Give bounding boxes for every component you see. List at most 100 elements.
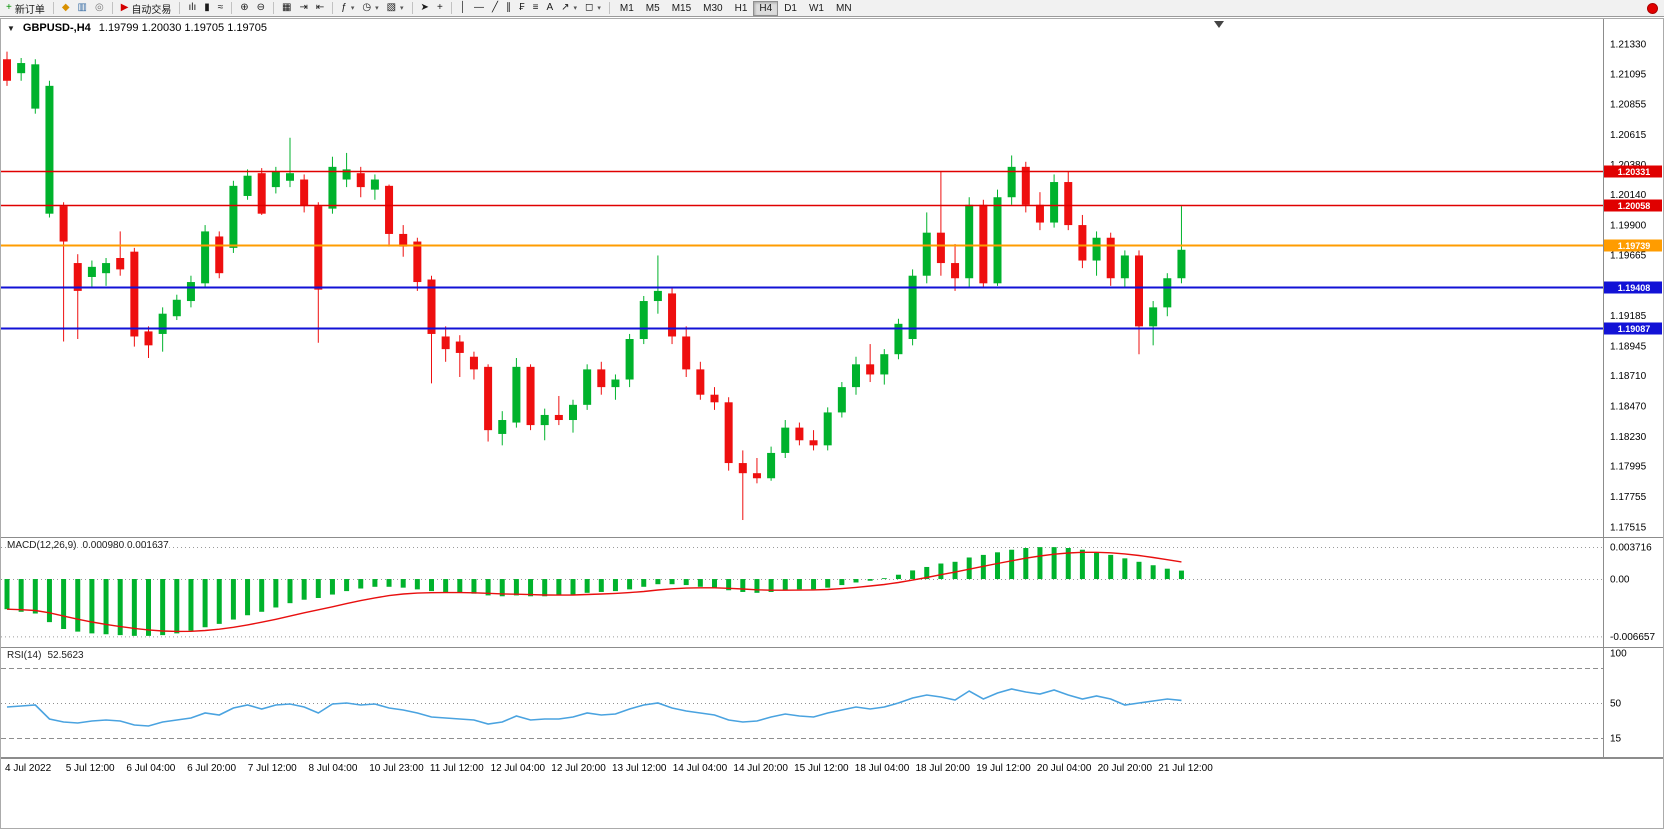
price-tag-label: 1.20331	[1618, 167, 1651, 177]
toolbar-separator	[332, 2, 334, 14]
zoom-in-icon[interactable]: ⊕	[236, 1, 252, 16]
price-tag-label: 1.19408	[1618, 283, 1651, 293]
navigator-icon[interactable]: ◎	[91, 1, 108, 16]
toolbar-separator	[411, 2, 413, 14]
horizontal-line-icon[interactable]: —	[470, 1, 488, 16]
data-window-icon[interactable]: ▥	[74, 1, 91, 16]
time-axis-label: 20 Jul 20:00	[1097, 763, 1153, 774]
chart-ohlc-values: 1.19799 1.20030 1.19705 1.19705	[98, 22, 267, 34]
time-axis[interactable]: 4 Jul 2022 5 Jul 12:00 6 Jul 04:00 6 Jul 20…	[1, 758, 1663, 779]
time-axis-label: 7 Jul 12:00	[247, 763, 297, 774]
templates-icon-dropdown-arrow[interactable]: ▾	[400, 5, 404, 12]
chart-shift-icon[interactable]: ⇤	[312, 1, 328, 16]
timeframe-d1-button[interactable]: D1	[778, 1, 803, 16]
horizontal-line-icon-glyph: —	[474, 2, 485, 13]
indicators-icon[interactable]: ƒ ▾	[337, 1, 358, 16]
candles	[3, 51, 1186, 521]
objects-icon[interactable]: ◻ ▾	[581, 1, 605, 16]
rsi-label: RSI(14) 52.5623	[7, 650, 84, 661]
arrow-tool-icon-dropdown-arrow[interactable]: ▾	[573, 5, 578, 12]
new-order-button-label: 新订单	[14, 4, 45, 16]
time-axis-label: 14 Jul 20:00	[733, 763, 788, 774]
arrow-tool-icon[interactable]: ↗ ▾	[557, 1, 581, 16]
periods-icon[interactable]: ◷ ▾	[358, 1, 382, 16]
rsi-panel[interactable]: 100 50 15	[1, 648, 1663, 758]
market-watch-icon[interactable]: ◆	[58, 1, 74, 16]
price-tag	[1604, 239, 1662, 252]
main-toolbar: + 新订单 ◆ ▥ ◎ ▶ 自动交易 ılı ▮ ≈ ⊕ ⊖ ▦ ⇥ ⇤ ƒ ▾ ◷ ▾ ▧ ▾ ➤ + │ — ╱ ∥ ₣ ≡ A ↗ ▾ ◻…	[0, 0, 1664, 17]
timeframe-mn-button[interactable]: MN	[830, 1, 858, 16]
price-axis-label: 1.17755	[1610, 492, 1647, 503]
price-axis-label: 1.19900	[1610, 221, 1647, 232]
toolbar-buttons: + 新订单 ◆ ▥ ◎ ▶ 自动交易 ılı ▮ ≈ ⊕ ⊖ ▦ ⇥ ⇤ ƒ ▾ ◷ ▾ ▧ ▾ ➤ + │ — ╱ ∥ ₣ ≡ A ↗ ▾ ◻…	[2, 0, 605, 16]
objects-icon-dropdown-arrow[interactable]: ▾	[597, 5, 601, 12]
time-axis-label: 19 Jul 12:00	[976, 763, 1031, 774]
line-chart-icon[interactable]: ≈	[214, 1, 228, 16]
price-tag	[1604, 281, 1662, 294]
rsi-line	[6, 688, 1182, 727]
rsi-axis-label: 50	[1610, 699, 1622, 710]
cursor-icon-glyph: ➤	[420, 2, 429, 13]
price-axis-label: 1.20615	[1610, 130, 1647, 141]
notification-badge[interactable]	[1647, 3, 1658, 14]
crosshair-icon-glyph: +	[436, 2, 443, 13]
timeframe-toolbar: M1 M5 M15 M30 H1 H4 D1 W1 MN	[614, 0, 858, 16]
price-axis-label: 1.18945	[1610, 341, 1647, 352]
channel-icon[interactable]: ∥	[502, 1, 515, 16]
cursor-icon[interactable]: ➤	[417, 1, 433, 16]
timeframe-m15-button[interactable]: M15	[666, 1, 697, 16]
templates-icon[interactable]: ▧ ▾	[383, 1, 408, 16]
timeframe-h4-button[interactable]: H4	[753, 0, 779, 16]
price-axis-label: 1.17515	[1610, 522, 1647, 533]
macd-panel[interactable]: 0.003716 0.00 -0.006657	[1, 538, 1663, 648]
toolbar-separator	[52, 2, 54, 14]
text-tool-icon[interactable]: A	[542, 1, 557, 16]
macd-label: MACD(12,26,9) 0.000980 0.001637	[7, 540, 169, 551]
line-chart-icon-glyph: ≈	[217, 2, 224, 13]
auto-trading-button[interactable]: ▶ 自动交易	[117, 1, 176, 16]
chart-shift-marker[interactable]	[1214, 21, 1224, 28]
timeframe-m30-button[interactable]: M30	[697, 1, 728, 16]
new-order-button[interactable]: + 新订单	[2, 1, 49, 16]
trendline-icon[interactable]: ╱	[488, 1, 502, 16]
price-tag-label: 1.19739	[1618, 241, 1651, 251]
price-tag-label: 1.19087	[1618, 324, 1651, 334]
tile-windows-icon[interactable]: ▦	[278, 1, 295, 16]
crosshair-icon[interactable]: +	[433, 1, 447, 16]
price-axis-label: 1.20380	[1610, 160, 1647, 171]
shapes-icon[interactable]: ≡	[529, 1, 543, 16]
periods-icon-glyph: ◷	[362, 2, 372, 13]
price-tag	[1604, 322, 1662, 335]
toolbar-separator	[450, 2, 452, 14]
periods-icon-dropdown-arrow[interactable]: ▾	[375, 5, 379, 12]
tile-windows-icon-glyph: ▦	[282, 2, 292, 13]
vertical-line-icon-glyph: │	[459, 2, 467, 13]
time-axis-label: 12 Jul 04:00	[490, 763, 546, 774]
toolbar-separator	[273, 2, 275, 14]
time-axis-label: 12 Jul 20:00	[551, 763, 606, 774]
macd-histogram	[4, 547, 1184, 636]
rsi-indicator-name: RSI(14)	[7, 650, 42, 661]
symbol-dropdown-arrow[interactable]: ▼	[7, 23, 15, 33]
fibonacci-icon-glyph: ₣	[519, 2, 525, 13]
price-chart[interactable]: 1.21330 1.21095 1.20855 1.20615 1.20380 1.201…	[1, 19, 1663, 538]
timeframe-h1-button[interactable]: H1	[729, 1, 754, 16]
time-axis-label: 14 Jul 04:00	[672, 763, 728, 774]
vertical-line-icon[interactable]: │	[456, 1, 470, 16]
candlestick-chart-icon-glyph: ▮	[204, 2, 210, 13]
timeframe-m1-button[interactable]: M1	[614, 1, 640, 16]
auto-trading-button-glyph: ▶	[120, 2, 129, 13]
fibonacci-icon[interactable]: ₣	[515, 1, 529, 16]
candlestick-chart-icon[interactable]: ▮	[200, 1, 214, 16]
bar-chart-icon[interactable]: ılı	[184, 1, 200, 16]
arrow-tool-icon-glyph: ↗	[561, 2, 570, 13]
macd-signal-line	[6, 551, 1182, 633]
auto-scroll-icon[interactable]: ⇥	[295, 1, 311, 16]
timeframe-m5-button[interactable]: M5	[640, 1, 666, 16]
time-axis-label: 13 Jul 12:00	[612, 763, 667, 774]
indicators-icon-dropdown-arrow[interactable]: ▾	[350, 5, 355, 12]
indicators-icon-glyph: ƒ	[341, 2, 347, 13]
zoom-out-icon[interactable]: ⊖	[253, 1, 269, 16]
toolbar-separator	[179, 2, 181, 14]
timeframe-w1-button[interactable]: W1	[803, 1, 830, 16]
